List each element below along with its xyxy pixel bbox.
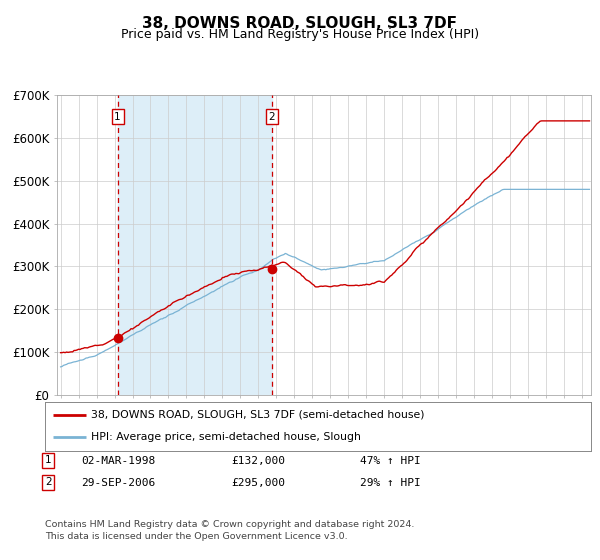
- Text: This data is licensed under the Open Government Licence v3.0.: This data is licensed under the Open Gov…: [45, 532, 347, 541]
- Text: 2: 2: [269, 111, 275, 122]
- Text: 38, DOWNS ROAD, SLOUGH, SL3 7DF (semi-detached house): 38, DOWNS ROAD, SLOUGH, SL3 7DF (semi-de…: [91, 410, 425, 420]
- Text: 29% ↑ HPI: 29% ↑ HPI: [360, 478, 421, 488]
- Text: HPI: Average price, semi-detached house, Slough: HPI: Average price, semi-detached house,…: [91, 432, 361, 442]
- Text: 47% ↑ HPI: 47% ↑ HPI: [360, 456, 421, 466]
- Text: £132,000: £132,000: [231, 456, 285, 466]
- Text: 02-MAR-1998: 02-MAR-1998: [81, 456, 155, 466]
- Bar: [118, 95, 272, 395]
- Text: 1: 1: [45, 455, 52, 465]
- Text: £295,000: £295,000: [231, 478, 285, 488]
- Text: Price paid vs. HM Land Registry's House Price Index (HPI): Price paid vs. HM Land Registry's House …: [121, 28, 479, 41]
- Text: 29-SEP-2006: 29-SEP-2006: [81, 478, 155, 488]
- Text: 2: 2: [45, 477, 52, 487]
- Text: 38, DOWNS ROAD, SLOUGH, SL3 7DF: 38, DOWNS ROAD, SLOUGH, SL3 7DF: [143, 16, 458, 31]
- Text: 1: 1: [114, 111, 121, 122]
- Text: Contains HM Land Registry data © Crown copyright and database right 2024.: Contains HM Land Registry data © Crown c…: [45, 520, 415, 529]
